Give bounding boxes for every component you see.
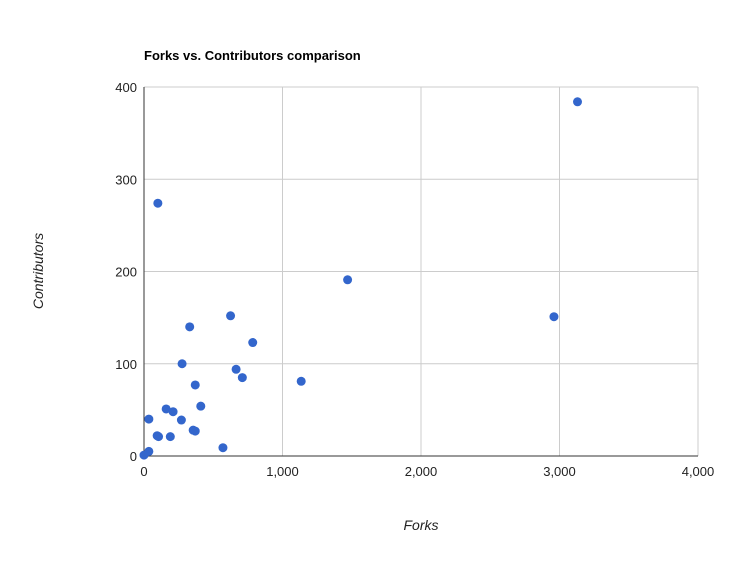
data-point[interactable] xyxy=(177,359,187,369)
data-point[interactable] xyxy=(139,450,149,460)
data-point[interactable] xyxy=(161,404,171,414)
data-point[interactable] xyxy=(168,407,178,417)
data-point[interactable] xyxy=(196,401,206,411)
data-point[interactable] xyxy=(237,373,247,383)
x-tick-label: 0 xyxy=(140,464,147,479)
chart-title: Forks vs. Contributors comparison xyxy=(144,48,361,63)
y-tick-label: 100 xyxy=(115,357,137,372)
data-point[interactable] xyxy=(218,443,228,453)
data-point[interactable] xyxy=(226,311,236,321)
axes xyxy=(143,87,698,457)
x-tick-label: 1,000 xyxy=(266,464,299,479)
data-point[interactable] xyxy=(190,426,200,436)
x-tick-label: 3,000 xyxy=(543,464,576,479)
y-axis-ticks: 0 100 200 300 400 xyxy=(115,80,137,464)
data-point[interactable] xyxy=(248,338,258,348)
data-point[interactable] xyxy=(144,414,154,424)
data-point[interactable] xyxy=(176,415,186,425)
y-tick-label: 400 xyxy=(115,80,137,95)
y-tick-label: 300 xyxy=(115,172,137,187)
data-points xyxy=(139,97,583,460)
data-point[interactable] xyxy=(343,275,353,285)
data-point[interactable] xyxy=(190,380,200,390)
data-point[interactable] xyxy=(231,364,241,374)
data-point[interactable] xyxy=(573,97,583,107)
x-axis-ticks: 0 1,000 2,000 3,000 4,000 xyxy=(140,464,714,479)
data-point[interactable] xyxy=(549,312,559,322)
x-tick-label: 2,000 xyxy=(405,464,438,479)
y-tick-label: 200 xyxy=(115,265,137,280)
grid-lines xyxy=(144,86,699,456)
data-point[interactable] xyxy=(185,322,195,332)
y-tick-label: 0 xyxy=(130,449,137,464)
data-point[interactable] xyxy=(296,376,306,386)
data-point[interactable] xyxy=(165,432,175,442)
data-point[interactable] xyxy=(154,432,164,442)
data-point[interactable] xyxy=(153,198,163,208)
x-tick-label: 4,000 xyxy=(682,464,715,479)
x-axis-label: Forks xyxy=(404,517,439,533)
y-axis-label: Contributors xyxy=(30,233,46,309)
